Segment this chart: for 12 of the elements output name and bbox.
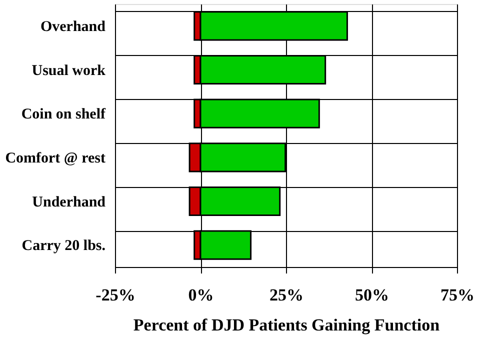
y-tick-label: Overhand [40, 18, 106, 35]
x-tick-label: 0% [188, 286, 214, 304]
x-tick-label: 25% [270, 286, 304, 304]
y-tick-label: Carry 20 lbs. [22, 238, 106, 254]
x-axis-title: Percent of DJD Patients Gaining Function [133, 316, 440, 334]
x-tick-label: 75% [440, 286, 474, 304]
y-tick-label: Usual work [32, 62, 106, 79]
x-tick-label: -25% [96, 286, 136, 304]
y-tick-label: Coin on shelf [21, 106, 106, 123]
y-tick-label: Underhand [32, 194, 106, 210]
x-tick-label: 50% [355, 286, 389, 304]
y-tick-label: Comfort @ rest [5, 150, 106, 166]
